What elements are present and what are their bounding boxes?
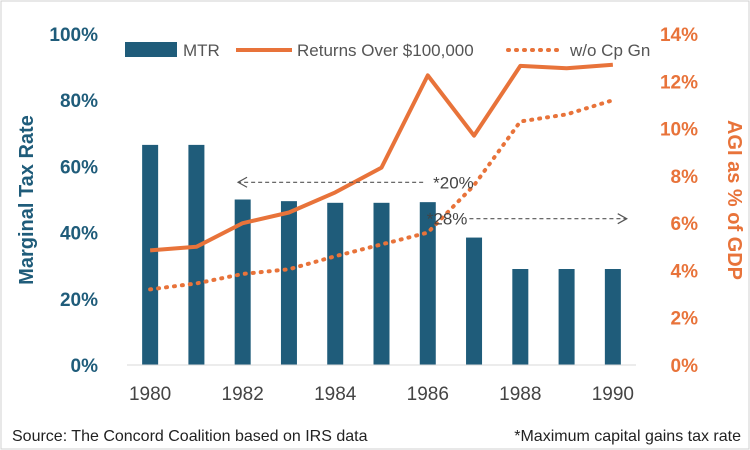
legend-label-nocg: w/o Cp Gn: [569, 41, 650, 60]
without-capital-gains-line: [148, 98, 615, 292]
legend-swatch-mtr: [125, 42, 177, 57]
mtr-bar: [558, 269, 575, 365]
legend-label-mtr: MTR: [183, 41, 220, 60]
mtr-bar: [188, 144, 205, 365]
returns-over-100k-line: [149, 62, 614, 253]
y-right-tick-label: 14%: [660, 25, 698, 46]
annotation-arrow-head: [236, 176, 248, 188]
y-axis-left-ticks: 0% 20% 40% 60% 80% 100%: [49, 25, 98, 377]
mtr-bar: [466, 237, 483, 365]
y-right-tick-label: 0%: [671, 356, 699, 377]
x-axis-ticks: 1980 1982 1984 1986 1988 1990: [129, 384, 634, 405]
capital-gains-note: *Maximum capital gains tax rate: [514, 428, 741, 445]
y-left-tick-label: 40%: [60, 224, 98, 245]
y-left-tick-label: 100%: [49, 25, 98, 46]
legend: MTR Returns Over $100,000 w/o Cp Gn: [125, 41, 650, 60]
mtr-bar: [373, 202, 390, 365]
x-tick-label: 1984: [314, 384, 357, 405]
y-left-tick-label: 20%: [60, 290, 98, 311]
x-tick-label: 1988: [499, 384, 541, 405]
y-axis-left-title: Marginal Tax Rate: [16, 115, 38, 285]
mtr-bar: [280, 201, 297, 365]
y-axis-right-ticks: 0% 2% 4% 6% 8% 10% 12% 14%: [660, 25, 698, 377]
x-tick-label: 1980: [129, 384, 171, 405]
y-right-tick-label: 10%: [660, 120, 698, 141]
annotation-label: *20%: [433, 173, 474, 192]
mtr-bar: [234, 199, 251, 365]
mtr-bar: [142, 144, 159, 365]
y-left-tick-label: 60%: [60, 157, 98, 178]
legend-label-returns: Returns Over $100,000: [297, 41, 474, 60]
y-left-tick-label: 80%: [60, 91, 98, 112]
y-axis-right-title: AGI as % of GDP: [723, 120, 745, 280]
y-right-tick-label: 6%: [671, 214, 699, 235]
x-tick-label: 1990: [592, 384, 634, 405]
mtr-bar: [419, 202, 436, 365]
annotation-label: *28%: [427, 210, 468, 229]
y-left-tick-label: 0%: [71, 356, 99, 377]
mtr-bar: [327, 202, 344, 365]
annotation-arrow-head: [617, 213, 628, 225]
y-right-tick-label: 8%: [671, 167, 699, 188]
x-tick-label: 1982: [222, 384, 264, 405]
mtr-bar: [604, 269, 621, 365]
source-note: Source: The Concord Coalition based on I…: [12, 428, 368, 445]
y-right-tick-label: 4%: [671, 261, 699, 282]
mtr-bar: [512, 269, 529, 365]
x-tick-label: 1986: [407, 384, 449, 405]
y-right-tick-label: 2%: [671, 309, 699, 330]
annotations: *20% *28%: [236, 173, 628, 229]
y-right-tick-label: 12%: [660, 72, 698, 93]
